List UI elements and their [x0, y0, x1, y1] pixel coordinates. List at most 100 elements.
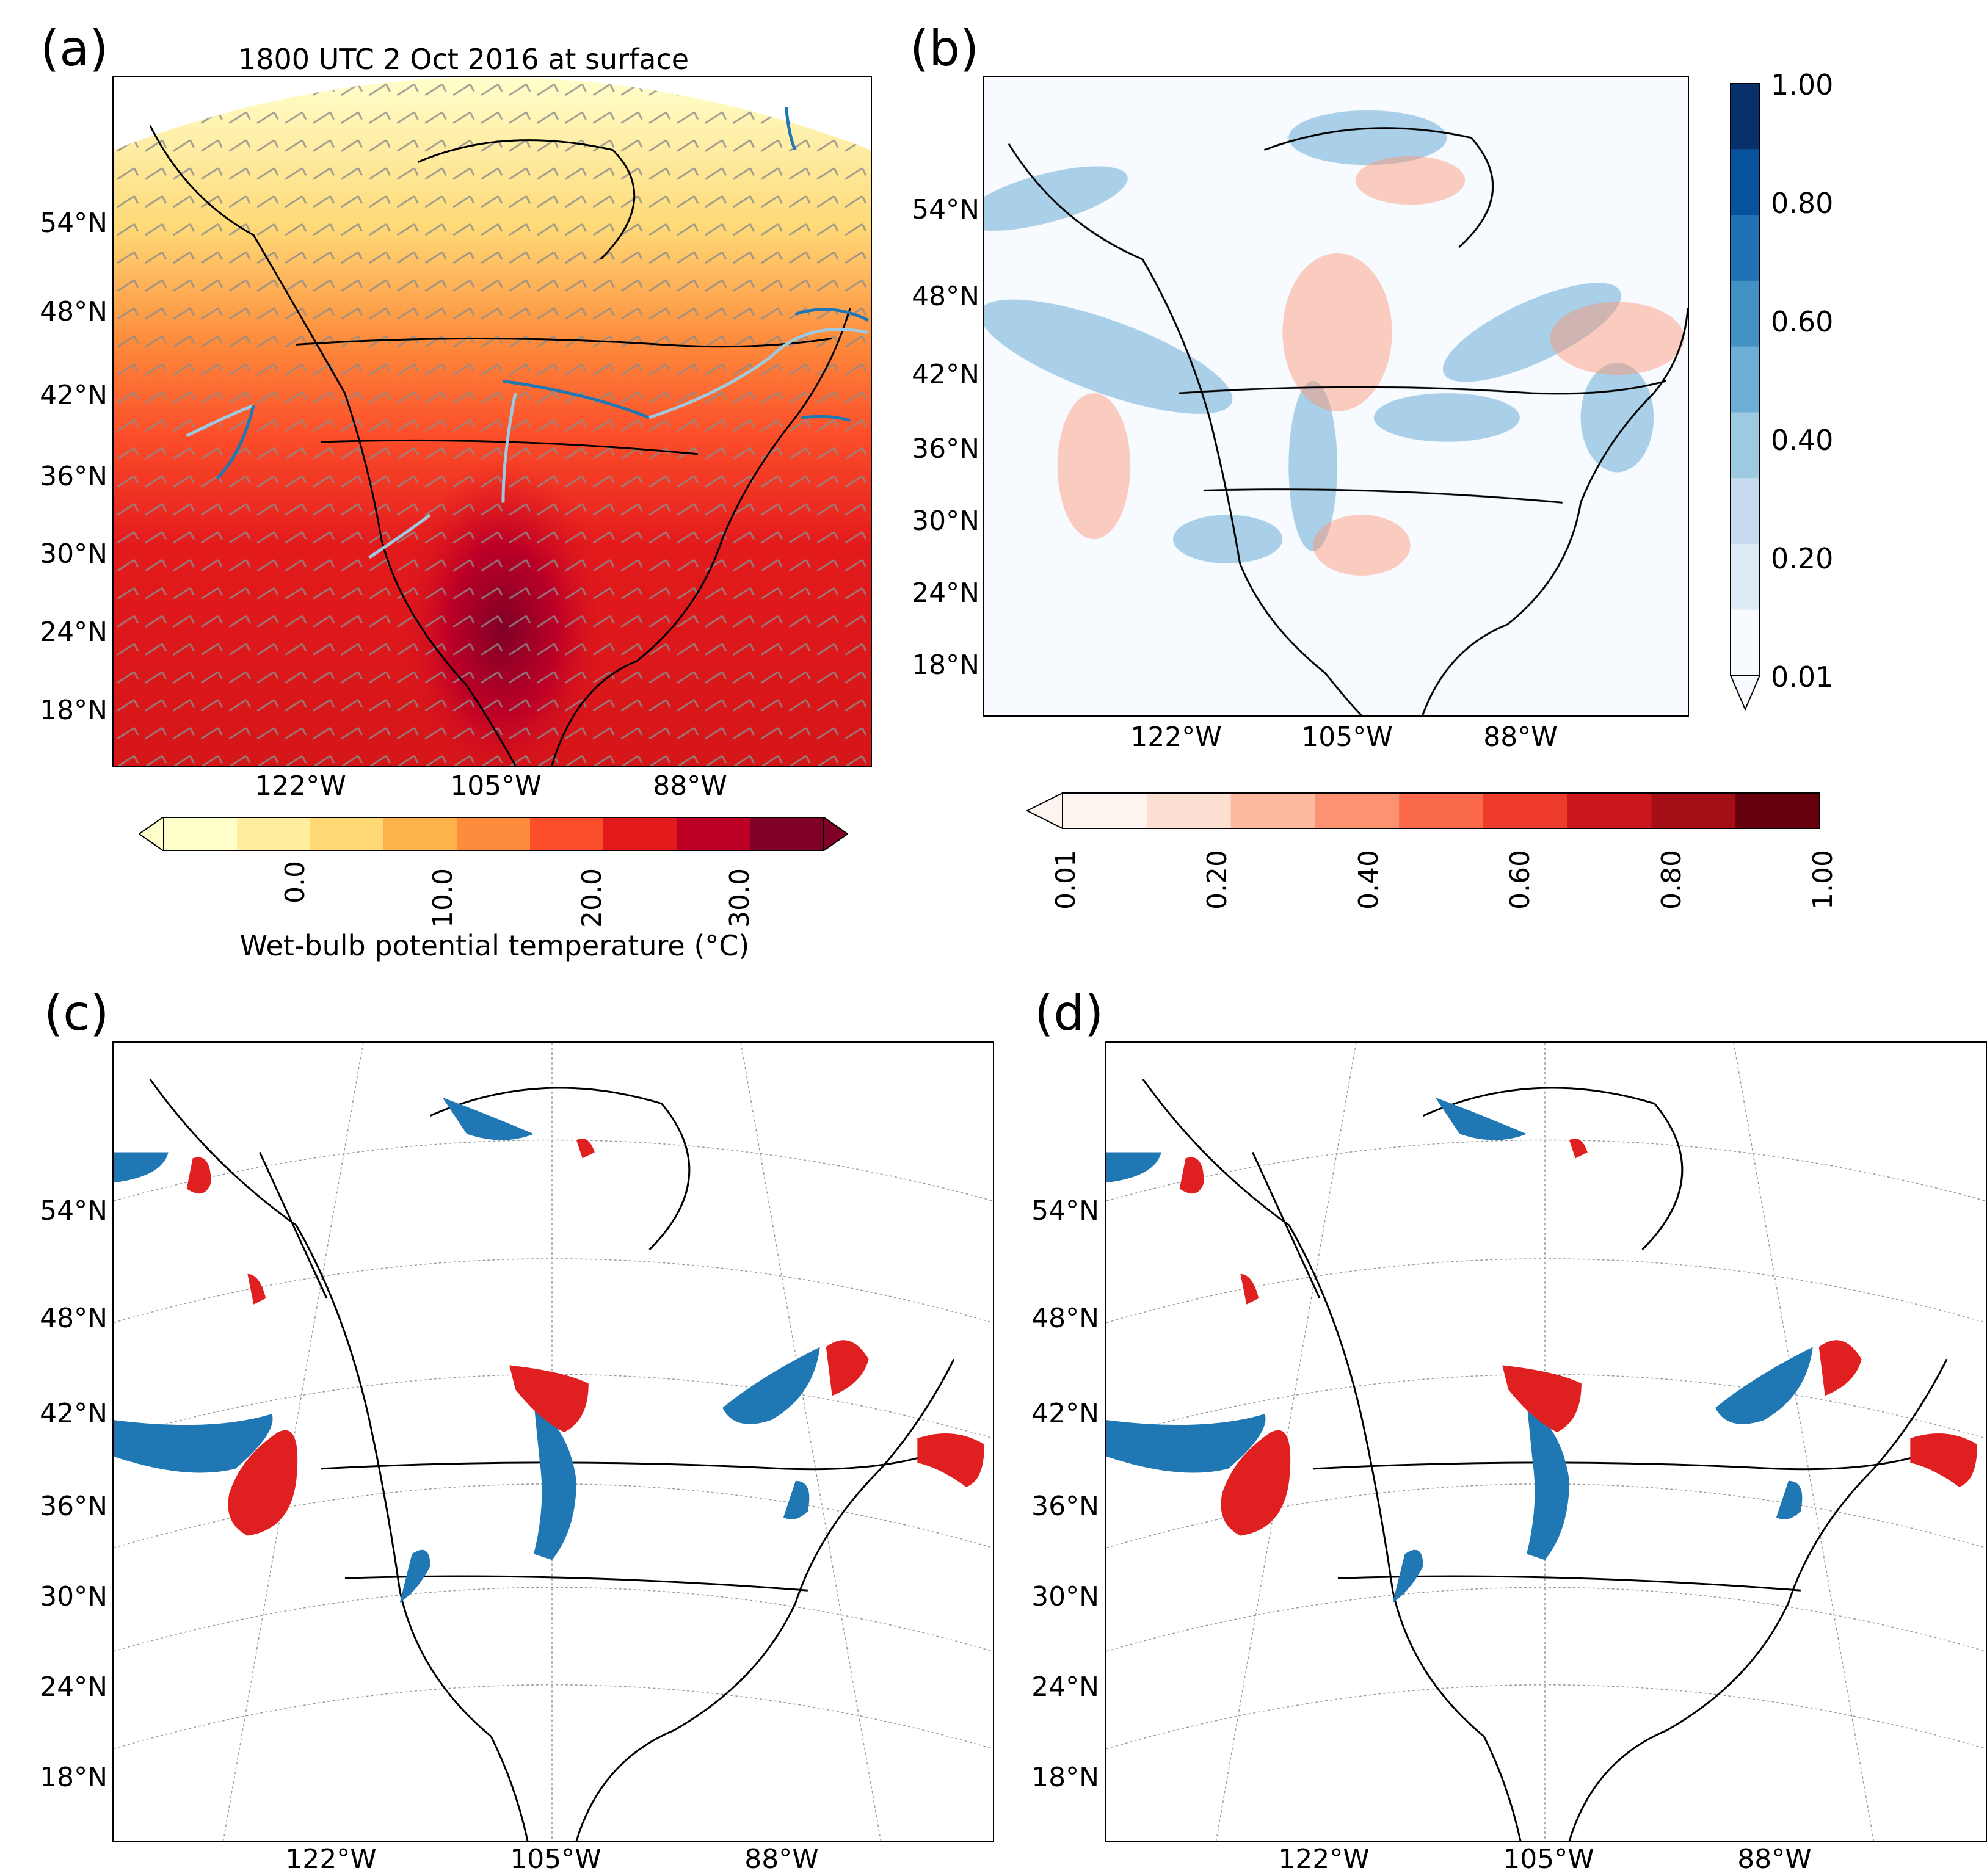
- panel-b-letter: (b): [910, 20, 979, 77]
- panel-a-colorbar-label: Wet-bulb potential temperature (°C): [239, 929, 750, 962]
- panel-c-lon-label: 122°W: [285, 1844, 377, 1875]
- colorbar-red-outline: [1062, 792, 1820, 829]
- panel-a-colorbar-tick: 30.0: [724, 868, 755, 928]
- panel-b-field: [984, 77, 1688, 715]
- colorbar-red-extend-min: [1026, 792, 1063, 830]
- panel-b-lat-label: 42°N: [912, 359, 979, 390]
- colorbar-blue-swatch: [1731, 411, 1760, 479]
- panel-b-colorbar-blue-tick: 0.60: [1771, 305, 1834, 338]
- colorbar-a-swatch: [310, 817, 384, 851]
- panel-b-lat-label: 24°N: [912, 578, 979, 609]
- panel-b-lat-label: 36°N: [912, 433, 979, 465]
- panel-c-letter: (c): [44, 985, 109, 1041]
- panel-b-colorbar-blue-tick: 0.40: [1771, 424, 1834, 457]
- colorbar-red-swatch: [1651, 793, 1736, 828]
- colorbar-a-outline: [163, 817, 824, 851]
- colorbar-blue-swatch: [1731, 609, 1760, 676]
- panel-a-map: [112, 76, 872, 767]
- panel-d-lon-label: 88°W: [1737, 1844, 1812, 1875]
- colorbar-blue-swatch: [1731, 83, 1760, 150]
- panel-a-field: [114, 77, 871, 766]
- panel-b-colorbar-red-tick: 0.60: [1505, 850, 1536, 910]
- colorbar-a-swatch: [237, 817, 311, 851]
- colorbar-a-swatch: [530, 817, 604, 851]
- colorbar-a-swatch: [677, 817, 750, 851]
- colorbar-a-swatch: [164, 817, 238, 851]
- panel-a-lon-label: 122°W: [255, 770, 346, 802]
- panel-d-lat-label: 24°N: [1031, 1671, 1099, 1703]
- colorbar-blue-swatch: [1731, 148, 1760, 215]
- panel-a-colorbar-tick: 0.0: [280, 861, 311, 904]
- panel-b-colorbar-red-tick: 0.20: [1202, 850, 1233, 910]
- panel-c-lat-label: 18°N: [40, 1762, 107, 1793]
- panel-a-lat-label: 30°N: [40, 538, 107, 570]
- panel-a-lat-label: 18°N: [40, 695, 107, 726]
- panel-a-lat-label: 48°N: [40, 296, 107, 327]
- panel-d-lat-label: 42°N: [1031, 1398, 1099, 1429]
- panel-b-colorbar-red: [1026, 792, 1820, 830]
- panel-b-lat-label: 30°N: [912, 505, 979, 537]
- panel-c-lat-label: 48°N: [40, 1303, 107, 1334]
- panel-a-colorbar-tick: 10.0: [427, 868, 459, 928]
- panel-c-map: [112, 1041, 994, 1842]
- panel-a-colorbar: [139, 817, 848, 851]
- panel-b-colorbar-red-tick: 0.80: [1656, 850, 1687, 910]
- panel-b-colorbar-blue-tick: 1.00: [1771, 68, 1834, 101]
- panel-c-lat-label: 24°N: [40, 1671, 107, 1703]
- panel-d-lat-label: 30°N: [1031, 1581, 1099, 1612]
- colorbar-a-extend-min: [139, 817, 164, 851]
- colorbar-red-swatch: [1315, 793, 1400, 828]
- panel-b-lat-label: 54°N: [912, 194, 979, 225]
- colorbar-a-swatch: [750, 817, 824, 851]
- panel-a-lat-label: 54°N: [40, 208, 107, 239]
- colorbar-a-swatch: [603, 817, 677, 851]
- panel-a-lat-label: 42°N: [40, 380, 107, 411]
- panel-c-lat-label: 30°N: [40, 1581, 107, 1612]
- panel-c-lon-label: 88°W: [744, 1844, 819, 1875]
- panel-b-map: [983, 76, 1689, 717]
- panel-b-colorbar-blue-tick: 0.20: [1771, 542, 1834, 575]
- colorbar-red-swatch: [1146, 793, 1232, 828]
- panel-c-lat-label: 42°N: [40, 1398, 107, 1429]
- panel-b-lat-label: 48°N: [912, 281, 979, 312]
- colorbar-a-swatch: [383, 817, 457, 851]
- panel-d-map: [1105, 1041, 1987, 1842]
- panel-b-colorbar-blue-tick: 0.01: [1771, 661, 1834, 694]
- colorbar-blue-swatch: [1731, 214, 1760, 281]
- panel-c-lat-label: 36°N: [40, 1491, 107, 1522]
- panel-d-lat-label: 54°N: [1031, 1195, 1099, 1226]
- panel-d-objects: [1106, 1043, 1986, 1841]
- panel-d-letter: (d): [1034, 985, 1104, 1041]
- panel-d-lon-label: 122°W: [1278, 1844, 1370, 1875]
- panel-b-lon-label: 105°W: [1301, 722, 1393, 753]
- colorbar-blue-swatch: [1731, 280, 1760, 347]
- panel-a-letter: (a): [40, 20, 109, 77]
- panel-c-lon-label: 105°W: [510, 1844, 601, 1875]
- panel-b-colorbar-red-tick: 1.00: [1807, 850, 1839, 910]
- panel-c-lat-label: 54°N: [40, 1195, 107, 1226]
- panel-a-lon-label: 88°W: [653, 770, 727, 802]
- colorbar-a-extend-max: [823, 817, 848, 851]
- colorbar-red-swatch: [1230, 793, 1315, 828]
- panel-b-lon-label: 88°W: [1483, 722, 1558, 753]
- panel-a-title: 1800 UTC 2 Oct 2016 at surface: [238, 43, 689, 76]
- panel-a-lon-label: 105°W: [450, 770, 542, 802]
- colorbar-blue-swatch: [1731, 543, 1760, 610]
- colorbar-red-swatch: [1735, 793, 1820, 828]
- panel-a-colorbar-tick: 20.0: [576, 868, 608, 928]
- colorbar-red-swatch: [1399, 793, 1484, 828]
- panel-a-lat-label: 36°N: [40, 461, 107, 492]
- panel-d-lon-label: 105°W: [1503, 1844, 1594, 1875]
- colorbar-red-swatch: [1567, 793, 1652, 828]
- colorbar-red-swatch: [1483, 793, 1568, 828]
- panel-b-lon-label: 122°W: [1130, 722, 1222, 753]
- panel-b-lat-label: 18°N: [912, 650, 979, 681]
- panel-d-lat-label: 18°N: [1031, 1762, 1099, 1793]
- panel-b-colorbar-blue-tick: 0.80: [1771, 187, 1834, 220]
- colorbar-blue-extend-min: [1729, 675, 1761, 711]
- panel-d-lat-label: 48°N: [1031, 1303, 1099, 1334]
- colorbar-red-swatch: [1063, 793, 1147, 828]
- colorbar-a-swatch: [457, 817, 531, 851]
- colorbar-blue-swatch: [1731, 346, 1760, 413]
- panel-c-objects: [114, 1043, 993, 1841]
